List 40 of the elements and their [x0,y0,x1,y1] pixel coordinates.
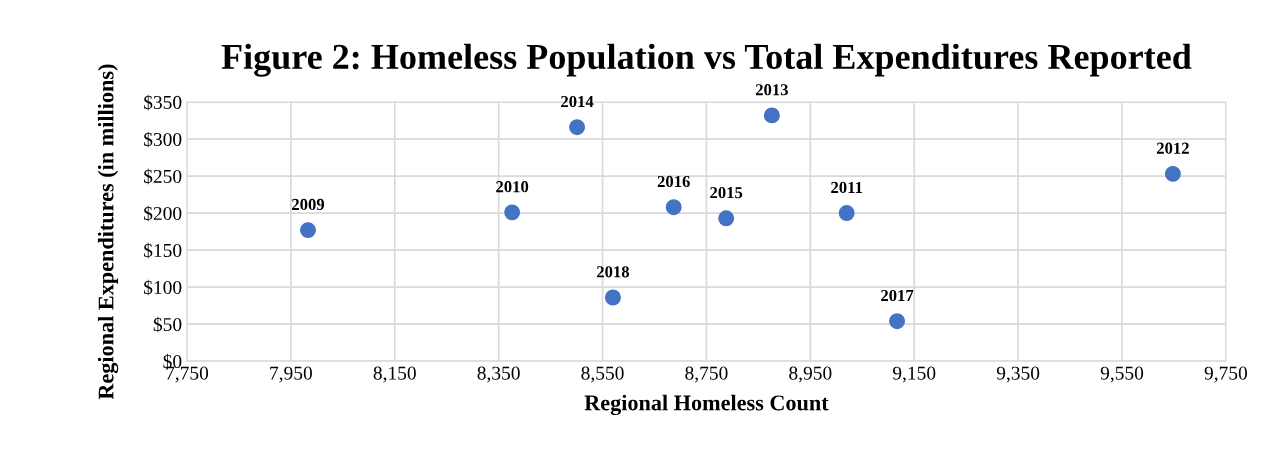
annotation: 2013 [755,84,788,96]
annotation: 2011 [831,181,863,194]
y-tick-label: $300 [144,131,182,148]
point [604,289,621,306]
point [300,222,316,239]
point [665,199,682,216]
x-tick-label: 9,750 [1204,366,1248,383]
annotation: 2017 [881,289,914,302]
x-tick-label: 8,750 [685,366,728,383]
point [838,205,855,222]
point [569,119,586,136]
annotation: 2015 [710,186,743,199]
x-tick-label: 9,150 [892,366,936,383]
point [763,107,780,124]
y-tick-label: $250 [144,168,182,185]
annotation: 2009 [292,198,325,211]
point [718,210,735,227]
x-tick-label: 8,550 [581,366,624,383]
annotation: 2010 [496,181,529,193]
point [889,313,906,330]
y-tick-label: $200 [144,205,182,222]
point [504,204,521,221]
chart-title: Figure 2: Homeless Population vs Total Expenditures Reported [221,43,1192,77]
x-tick-label: 9,550 [1100,366,1144,383]
x-tick-label: 7,950 [270,366,312,383]
y-axis-title: Regional Expenditures (in millions) [97,64,119,400]
annotation: 2018 [596,266,630,278]
y-tick-label: $350 [144,94,182,111]
annotation: 2016 [657,175,690,188]
y-tick-label: $150 [144,242,182,259]
x-tick-label: 9,350 [996,366,1040,383]
x-tick-label: 8,350 [477,366,520,383]
x-axis-title: Regional Homeless Count [584,394,829,416]
annotation: 2014 [561,95,594,108]
x-tick-label: 8,950 [789,366,832,383]
point [1164,165,1181,182]
y-tick-label: $100 [144,279,182,296]
y-tick-label: $50 [153,316,182,333]
x-tick-label: 8,150 [373,366,416,383]
annotation: 2012 [1156,142,1189,154]
